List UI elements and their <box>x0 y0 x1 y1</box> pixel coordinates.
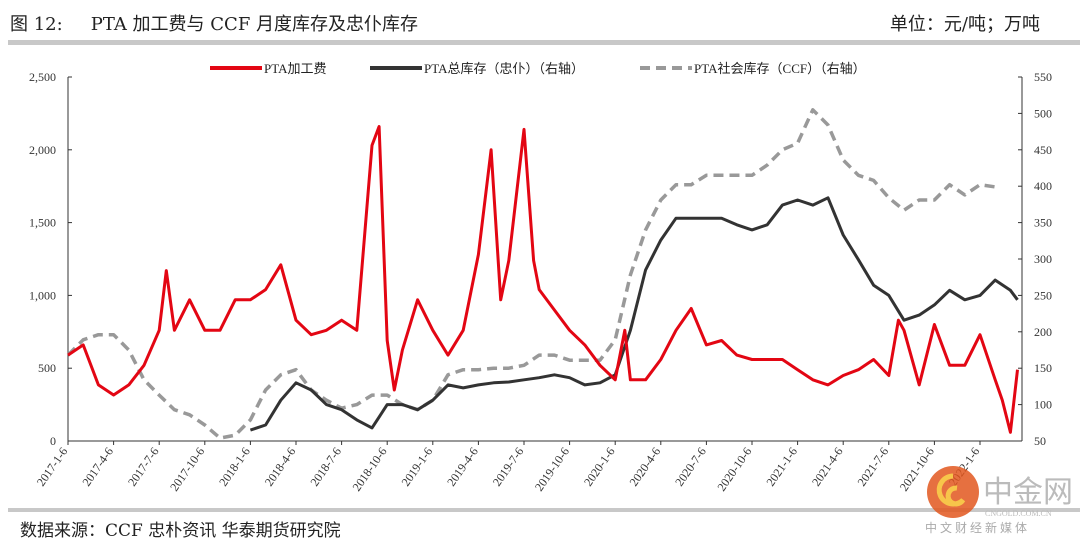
x-tick-label: 2020-10-6 <box>714 445 754 494</box>
series-line <box>249 196 1019 432</box>
footer-divider <box>8 508 1080 512</box>
right-tick-label: 450 <box>1034 143 1052 157</box>
x-tick-label: 2018-1-6 <box>216 445 253 489</box>
x-tick-label: 2017-10-6 <box>167 445 207 494</box>
x-tick-label: 2019-4-6 <box>444 445 481 489</box>
right-tick-label: 350 <box>1034 216 1052 230</box>
left-tick-label: 1,000 <box>29 288 56 302</box>
right-tick-label: 100 <box>1034 398 1052 412</box>
x-tick-label: 2020-7-6 <box>672 445 709 489</box>
left-tick-label: 0 <box>50 434 56 448</box>
x-tick-label: 2020-1-6 <box>581 445 618 489</box>
watermark-logo: 中金网 CNGOLD.COM.CN 中 文 财 经 新 媒 体 <box>925 462 1075 540</box>
left-tick-label: 500 <box>38 361 56 375</box>
x-tick-label: 2017-4-6 <box>79 445 116 489</box>
legend-label: PTA总库存（忠仆）（右轴） <box>424 61 584 76</box>
right-tick-label: 50 <box>1034 434 1046 448</box>
source-note: 数据来源：CCF 忠朴资讯 华泰期货研究院 <box>20 521 341 541</box>
right-tick-label: 200 <box>1034 325 1052 339</box>
axes: 0 500 1,000 1,500 2,000 2,500 50 100 150 200 250 30… <box>29 70 1052 494</box>
x-tick-label: 2020-4-6 <box>627 445 664 489</box>
x-tick-label: 2017-7-6 <box>125 445 162 489</box>
x-tick-label: 2019-10-6 <box>532 445 572 494</box>
x-tick-label: 2019-7-6 <box>490 445 527 489</box>
x-tick-label: 2021-1-6 <box>763 445 800 489</box>
right-tick-label: 150 <box>1034 361 1052 375</box>
unit-label: 单位：元/吨；万吨 <box>889 14 1040 35</box>
legend: PTA加工费 PTA总库存（忠仆）（右轴） PTA社会库存（CCF）（右轴） <box>210 61 866 76</box>
series-lines <box>66 108 1019 440</box>
left-tick-label: 2,000 <box>29 143 56 157</box>
left-tick-label: 2,500 <box>29 70 56 84</box>
legend-label: PTA社会库存（CCF）（右轴） <box>694 61 866 76</box>
x-tick-label: 2019-1-6 <box>399 445 436 489</box>
right-tick-label: 300 <box>1034 252 1052 266</box>
left-tick-label: 1,500 <box>29 216 56 230</box>
series-line <box>66 108 996 440</box>
x-tick-label: 2018-10-6 <box>350 445 390 494</box>
x-tick-label: 2021-4-6 <box>809 445 846 489</box>
cngold-logo-icon: 中金网 CNGOLD.COM.CN 中 文 财 经 新 媒 体 <box>925 466 1073 535</box>
watermark-tagline: 中 文 财 经 新 媒 体 <box>925 520 1027 535</box>
x-tick-label: 2021-7-6 <box>855 445 892 489</box>
figure-title: PTA 加工费与 CCF 月度库存及忠仆库存 <box>90 14 419 35</box>
x-tick-label: 2018-4-6 <box>262 445 299 489</box>
x-tick-label: 2018-7-6 <box>307 445 344 489</box>
legend-label: PTA加工费 <box>264 61 327 76</box>
figure-number: 图 12: <box>10 14 63 35</box>
watermark-name: 中金网 <box>983 476 1073 509</box>
right-tick-label: 500 <box>1034 106 1052 120</box>
header-divider <box>8 40 1080 45</box>
right-tick-label: 400 <box>1034 179 1052 193</box>
right-tick-label: 250 <box>1034 288 1052 302</box>
watermark-domain: CNGOLD.COM.CN <box>985 509 1052 518</box>
series-line <box>67 125 1019 434</box>
x-tick-label: 2017-1-6 <box>34 445 71 489</box>
right-tick-label: 550 <box>1034 70 1052 84</box>
chart-title: 图 12: PTA 加工费与 CCF 月度库存及忠仆库存 <box>10 10 446 36</box>
